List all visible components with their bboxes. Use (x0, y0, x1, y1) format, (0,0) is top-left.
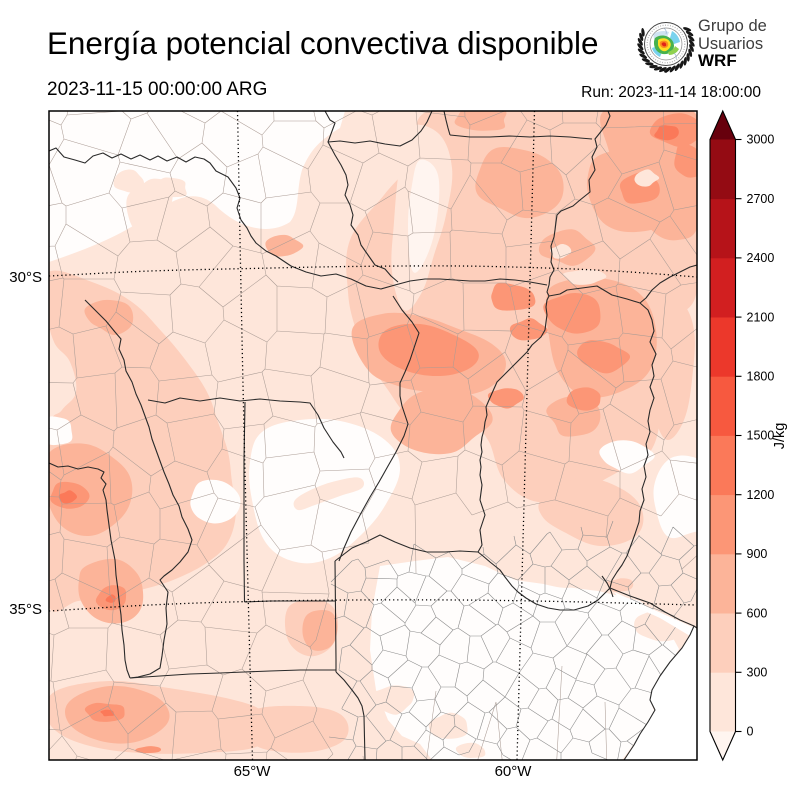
svg-text:Grupo de: Grupo de (698, 17, 767, 35)
svg-text:1500: 1500 (747, 429, 775, 443)
svg-text:2100: 2100 (747, 310, 775, 324)
svg-text:900: 900 (747, 547, 768, 561)
svg-text:2400: 2400 (747, 251, 775, 265)
svg-text:J/kg: J/kg (772, 423, 788, 450)
svg-text:30°S: 30°S (9, 269, 42, 286)
svg-text:2023-11-15 00:00:00 ARG: 2023-11-15 00:00:00 ARG (47, 79, 267, 100)
svg-text:Energía potencial convectiva d: Energía potencial convectiva disponible (47, 26, 598, 61)
svg-text:Run: 2023-11-14 18:00:00: Run: 2023-11-14 18:00:00 (581, 84, 761, 101)
svg-text:Usuarios: Usuarios (698, 35, 763, 53)
svg-text:300: 300 (747, 666, 768, 680)
svg-text:0: 0 (747, 725, 754, 739)
svg-text:1800: 1800 (747, 370, 775, 384)
svg-text:2700: 2700 (747, 192, 775, 206)
svg-text:600: 600 (747, 606, 768, 620)
svg-text:WRF: WRF (698, 51, 737, 70)
svg-text:60°W: 60°W (495, 763, 533, 780)
svg-text:3000: 3000 (747, 133, 775, 147)
svg-text:1200: 1200 (747, 488, 775, 502)
svg-text:65°W: 65°W (234, 763, 272, 780)
svg-text:35°S: 35°S (9, 601, 42, 618)
